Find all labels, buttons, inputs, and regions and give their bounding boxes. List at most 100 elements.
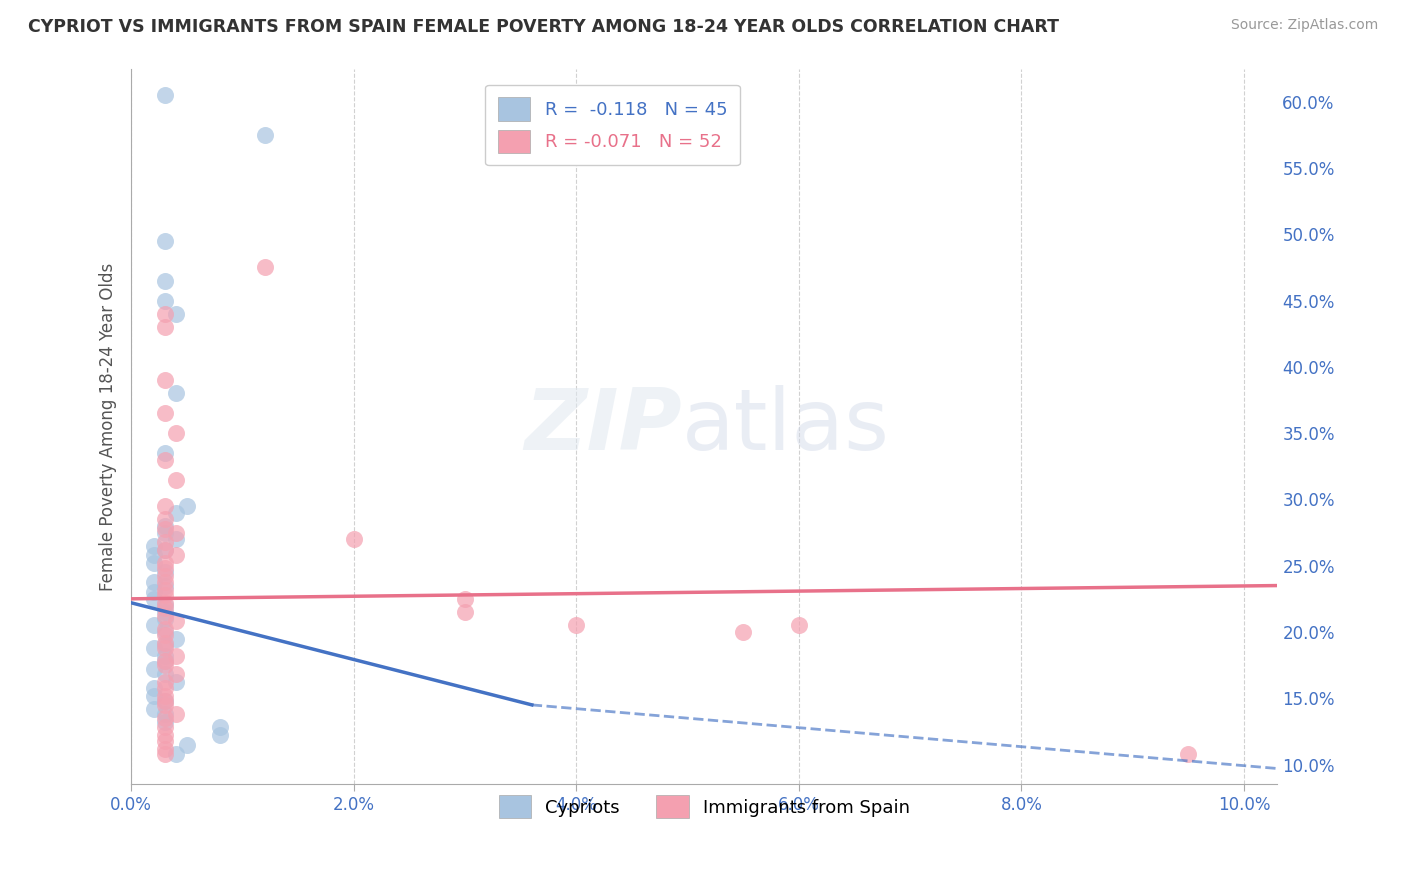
Point — [165, 525, 187, 540]
Point — [1177, 747, 1199, 761]
Point — [153, 675, 176, 690]
Point — [153, 561, 176, 575]
Point — [153, 406, 176, 420]
Point — [142, 591, 165, 606]
Point — [153, 667, 176, 681]
Point — [153, 512, 176, 526]
Point — [142, 548, 165, 562]
Point — [165, 632, 187, 646]
Point — [153, 728, 176, 742]
Point — [153, 605, 176, 619]
Point — [153, 574, 176, 589]
Text: atlas: atlas — [682, 385, 890, 468]
Point — [142, 640, 165, 655]
Point — [153, 588, 176, 602]
Text: ZIP: ZIP — [524, 385, 682, 468]
Point — [153, 522, 176, 536]
Point — [142, 556, 165, 570]
Y-axis label: Female Poverty Among 18-24 Year Olds: Female Poverty Among 18-24 Year Olds — [100, 262, 117, 591]
Point — [787, 618, 810, 632]
Point — [153, 623, 176, 637]
Point — [153, 499, 176, 513]
Point — [209, 720, 232, 734]
Point — [153, 609, 176, 624]
Point — [142, 574, 165, 589]
Point — [153, 525, 176, 540]
Point — [153, 446, 176, 460]
Point — [153, 234, 176, 248]
Point — [142, 585, 165, 599]
Point — [153, 711, 176, 725]
Point — [165, 675, 187, 690]
Point — [142, 662, 165, 676]
Point — [153, 542, 176, 557]
Point — [153, 694, 176, 708]
Point — [253, 128, 276, 142]
Point — [153, 627, 176, 641]
Point — [153, 612, 176, 626]
Point — [153, 689, 176, 703]
Point — [153, 715, 176, 730]
Point — [253, 260, 276, 275]
Point — [176, 738, 198, 752]
Point — [153, 638, 176, 652]
Point — [153, 307, 176, 321]
Point — [733, 624, 755, 639]
Point — [153, 599, 176, 613]
Point — [153, 698, 176, 712]
Point — [165, 426, 187, 441]
Point — [153, 654, 176, 668]
Point — [165, 615, 187, 629]
Legend: Cypriots, Immigrants from Spain: Cypriots, Immigrants from Spain — [491, 788, 917, 825]
Point — [142, 689, 165, 703]
Point — [153, 733, 176, 747]
Point — [153, 88, 176, 103]
Point — [153, 681, 176, 695]
Point — [565, 618, 588, 632]
Point — [153, 601, 176, 615]
Point — [165, 532, 187, 546]
Point — [153, 274, 176, 288]
Point — [165, 707, 187, 722]
Point — [153, 720, 176, 734]
Point — [165, 667, 187, 681]
Point — [153, 648, 176, 663]
Point — [165, 473, 187, 487]
Point — [343, 532, 366, 546]
Point — [153, 578, 176, 592]
Point — [165, 386, 187, 401]
Point — [165, 548, 187, 562]
Point — [153, 373, 176, 387]
Point — [142, 618, 165, 632]
Point — [153, 596, 176, 610]
Point — [165, 648, 187, 663]
Point — [153, 452, 176, 467]
Point — [454, 605, 477, 619]
Point — [142, 681, 165, 695]
Point — [454, 591, 477, 606]
Point — [153, 747, 176, 761]
Text: CYPRIOT VS IMMIGRANTS FROM SPAIN FEMALE POVERTY AMONG 18-24 YEAR OLDS CORRELATIO: CYPRIOT VS IMMIGRANTS FROM SPAIN FEMALE … — [28, 18, 1059, 36]
Point — [176, 499, 198, 513]
Point — [153, 566, 176, 580]
Point — [153, 658, 176, 673]
Point — [153, 534, 176, 549]
Point — [153, 542, 176, 557]
Point — [153, 519, 176, 533]
Point — [153, 694, 176, 708]
Point — [209, 728, 232, 742]
Point — [153, 293, 176, 308]
Text: Source: ZipAtlas.com: Source: ZipAtlas.com — [1230, 18, 1378, 32]
Point — [165, 747, 187, 761]
Point — [153, 635, 176, 649]
Point — [153, 640, 176, 655]
Point — [153, 624, 176, 639]
Point — [153, 707, 176, 722]
Point — [153, 582, 176, 597]
Point — [142, 702, 165, 716]
Point — [153, 556, 176, 570]
Point — [153, 654, 176, 668]
Point — [142, 539, 165, 553]
Point — [153, 569, 176, 583]
Point — [165, 307, 187, 321]
